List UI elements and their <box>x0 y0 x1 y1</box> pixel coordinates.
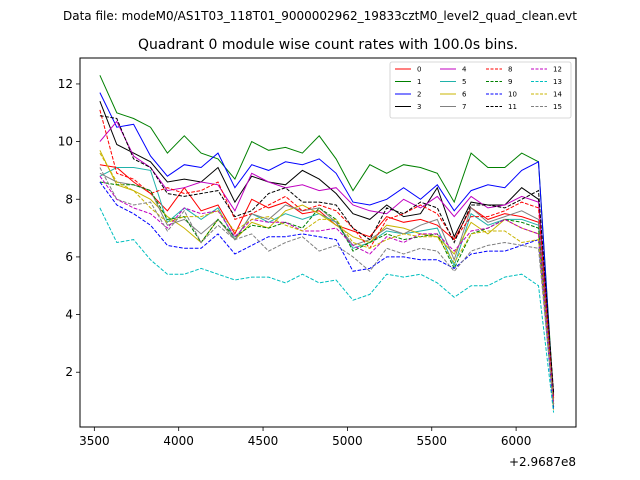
legend-label-0: 0 <box>417 66 421 74</box>
x-tick-label: 6000 <box>501 434 532 448</box>
plot-frame <box>79 57 577 428</box>
legend-label-13: 13 <box>553 78 562 86</box>
series-line-13 <box>99 207 555 413</box>
series-line-7 <box>99 172 555 404</box>
series-line-1 <box>99 75 555 399</box>
legend-label-8: 8 <box>508 66 512 74</box>
y-tick-label: 2 <box>65 365 73 379</box>
legend-label-11: 11 <box>508 103 517 111</box>
y-tick-label: 4 <box>65 308 73 322</box>
x-tick-label: 4000 <box>163 434 194 448</box>
x-tick-label: 4500 <box>248 434 279 448</box>
series-line-4 <box>99 120 555 402</box>
series-line-3 <box>99 101 555 396</box>
y-tick-label: 10 <box>58 135 73 149</box>
legend-label-1: 1 <box>417 78 421 86</box>
legend-label-3: 3 <box>417 103 421 111</box>
legend-label-5: 5 <box>462 78 466 86</box>
plot-area <box>80 58 576 427</box>
series-line-5 <box>99 167 555 407</box>
legend-label-14: 14 <box>553 91 562 99</box>
legend-frame <box>389 61 572 119</box>
x-tick-label: 5500 <box>416 434 447 448</box>
legend-label-12: 12 <box>553 66 562 74</box>
legend-label-10: 10 <box>508 91 517 99</box>
series-line-15 <box>99 167 555 407</box>
legend-label-2: 2 <box>417 91 421 99</box>
x-axis: 3500 4000 4500 5000 5500 6000 <box>79 427 531 448</box>
chart-title: Quadrant 0 module wise count rates with … <box>138 37 518 53</box>
series-layer <box>99 75 555 413</box>
legend-label-4: 4 <box>462 66 467 74</box>
series-line-10 <box>99 181 555 410</box>
chart-suptitle: Data file: modeM0/AS1T03_118T01_90000029… <box>63 9 577 23</box>
y-tick-label: 6 <box>65 250 73 264</box>
x-tick-label: 3500 <box>79 434 110 448</box>
y-axis: 2 4 6 8 10 12 <box>58 77 80 379</box>
series-line-12 <box>99 175 555 404</box>
legend-label-6: 6 <box>462 91 467 99</box>
y-tick-label: 8 <box>65 192 73 206</box>
y-tick-label: 12 <box>58 77 73 91</box>
legend-label-9: 9 <box>508 78 512 86</box>
x-offset-label: +2.9687e8 <box>509 455 576 469</box>
series-line-14 <box>99 152 555 404</box>
legend-label-15: 15 <box>553 103 562 111</box>
x-tick-label: 5000 <box>332 434 363 448</box>
legend-label-7: 7 <box>462 103 466 111</box>
series-line-2 <box>99 92 555 404</box>
series-line-11 <box>99 115 555 393</box>
